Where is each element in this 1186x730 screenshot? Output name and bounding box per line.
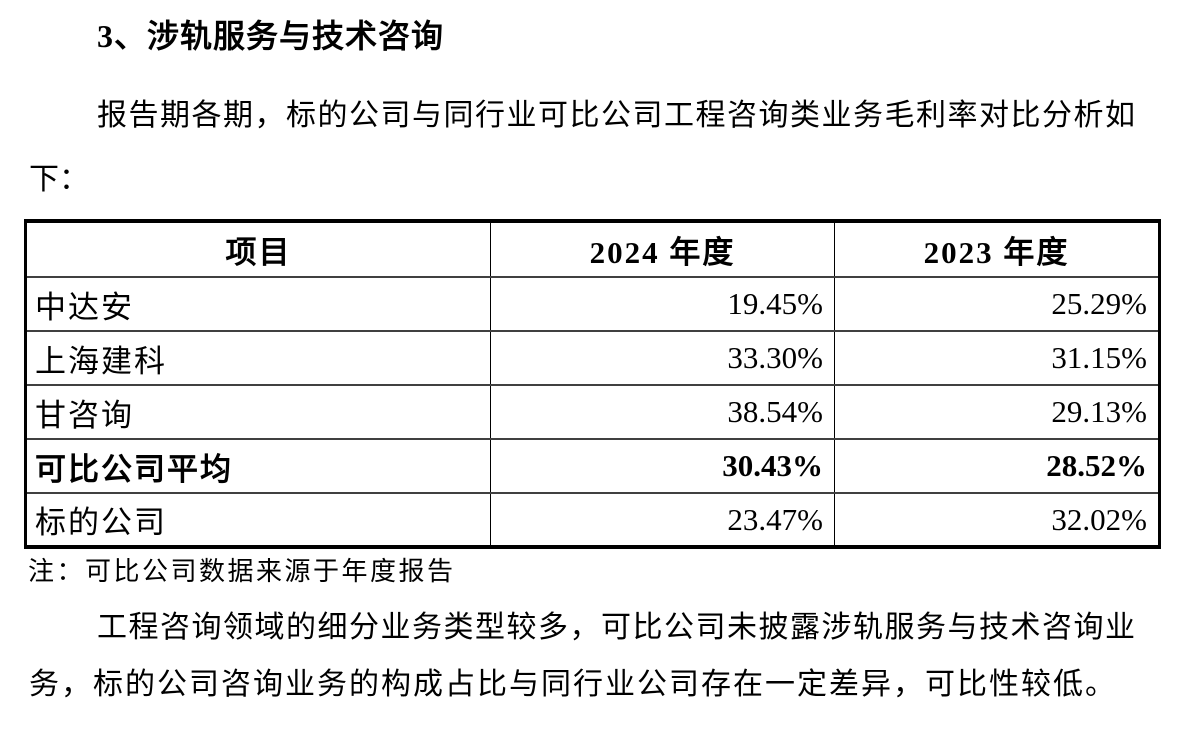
fy2023-value-cell: 28.52% [834, 438, 1160, 494]
column-header-fy2023: 2023 年度 [834, 220, 1160, 278]
table-row: 上海建科 33.30% 31.15% [25, 330, 1160, 386]
company-name-cell: 中达安 [25, 276, 491, 332]
closing-paragraph-line1: 工程咨询领域的细分业务类型较多，可比公司未披露涉轨服务与技术咨询业 [97, 611, 1135, 644]
fy2024-value-cell: 38.54% [490, 384, 835, 440]
fy2024-value-cell: 30.43% [490, 438, 835, 494]
fy2024-value-cell: 33.30% [490, 330, 835, 386]
table-row: 标的公司 23.47% 32.02% [25, 492, 1160, 548]
table-row: 可比公司平均 30.43% 28.52% [25, 438, 1160, 494]
fy2024-value-cell: 19.45% [490, 276, 835, 332]
table-header-row: 项目 2024 年度 2023 年度 [25, 220, 1160, 278]
column-header-item: 项目 [25, 220, 491, 278]
company-name-cell: 可比公司平均 [25, 438, 491, 494]
company-name-cell: 上海建科 [25, 330, 491, 386]
table-row: 甘咨询 38.54% 29.13% [25, 384, 1160, 440]
intro-paragraph-line2: 下： [29, 163, 89, 196]
gross-margin-comparison-table: 项目 2024 年度 2023 年度 中达安 19.45% 25.29% 上海建… [24, 219, 1161, 549]
fy2023-value-cell: 29.13% [834, 384, 1160, 440]
closing-paragraph-line2: 务，标的公司咨询业务的构成占比与同行业公司存在一定差异，可比性较低。 [29, 668, 1117, 701]
column-header-fy2024: 2024 年度 [490, 220, 835, 278]
fy2024-value-cell: 23.47% [490, 492, 835, 548]
section-heading: 3、涉轨服务与技术咨询 [97, 18, 445, 54]
fy2023-value-cell: 31.15% [834, 330, 1160, 386]
fy2023-value-cell: 32.02% [834, 492, 1160, 548]
intro-paragraph-line1: 报告期各期，标的公司与同行业可比公司工程咨询类业务毛利率对比分析如 [97, 99, 1135, 132]
table-note: 注：可比公司数据来源于年度报告 [28, 557, 456, 586]
fy2023-value-cell: 25.29% [834, 276, 1160, 332]
table-body: 中达安 19.45% 25.29% 上海建科 33.30% 31.15% 甘咨询… [25, 276, 1160, 548]
company-name-cell: 甘咨询 [25, 384, 491, 440]
table-row: 中达安 19.45% 25.29% [25, 276, 1160, 332]
company-name-cell: 标的公司 [25, 492, 491, 548]
